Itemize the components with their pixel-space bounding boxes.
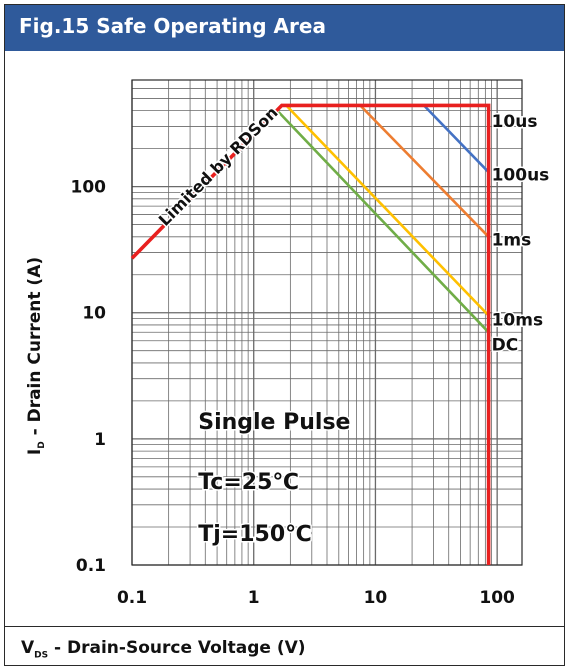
figure-title: Fig.15 Safe Operating Area [19,14,326,38]
chart-annotation: Single Pulse [198,410,350,435]
series-line-10us [422,104,490,174]
y-tick-label: 100 [71,178,107,198]
x-axis-label: VDS - Drain-Source Voltage (V) [21,638,306,660]
series-line-100us [359,104,490,238]
chart-annotation: Limited by RDSon [155,103,282,230]
footer-divider [5,626,564,627]
x-tick-label: 1 [248,588,260,608]
figure-header: Fig.15 Safe Operating Area [5,5,564,51]
series-line-limited-by-rdson [130,103,491,565]
x-tick-label: 10 [364,588,388,608]
y-tick-label: 0.1 [76,556,106,576]
x-tick-label: 0.1 [117,588,147,608]
plot-border [131,79,523,566]
line-label-100us: 100us [492,165,550,185]
x-axis-label-main: V [21,638,35,658]
line-label-10ms: 10ms [492,311,544,331]
series-line-10ms [277,111,490,334]
series-line-1ms [285,104,490,317]
y-tick-label: 10 [82,304,106,324]
line-label-1ms: 1ms [492,231,532,251]
x-axis-label-rest: - Drain-Source Voltage (V) [48,638,306,658]
line-label-dc: DC [492,335,519,355]
figure-frame: Fig.15 Safe Operating Area VDS - Drain-S… [4,4,565,666]
chart-annotation: Tj=150℃ [198,522,312,547]
line-label-10us: 10us [492,112,538,132]
x-axis-label-subscript: DS [34,650,49,661]
chart-annotation: Tc=25℃ [198,470,299,495]
x-tick-label: 100 [479,588,515,608]
y-tick-label: 1 [94,430,106,450]
